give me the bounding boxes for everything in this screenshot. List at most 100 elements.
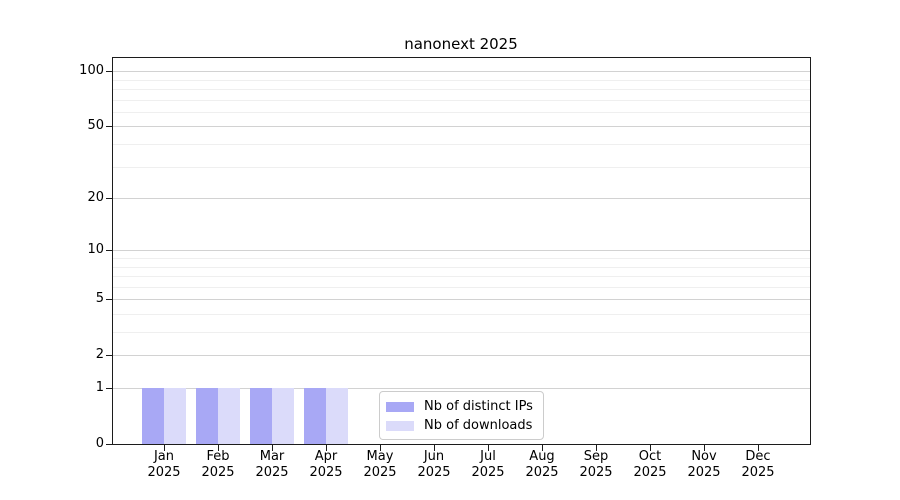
x-tick-month: May: [366, 449, 394, 464]
legend-label-distinct-ips: Nb of distinct IPs: [424, 399, 533, 414]
x-tick-month: Jul: [480, 449, 496, 464]
major-gridline: [113, 71, 810, 73]
chart-title: nanonext 2025: [404, 35, 518, 53]
minor-gridline: [113, 266, 810, 268]
y-tick-label: 10: [87, 242, 104, 258]
x-tick-month: Oct: [638, 449, 662, 464]
bar-downloads: [164, 388, 186, 444]
x-tick-year: 2025: [741, 465, 775, 480]
minor-gridline: [113, 286, 810, 288]
y-tick-mark: [106, 70, 112, 72]
x-tick-label: Feb 2025: [186, 449, 250, 481]
bar-distinct-ips: [304, 388, 326, 444]
minor-gridline: [113, 143, 810, 145]
x-tick-month: Mar: [259, 449, 285, 464]
x-tick-month: Aug: [529, 449, 555, 464]
minor-gridline: [113, 276, 810, 277]
bar-downloads: [272, 388, 294, 444]
minor-gridline: [113, 332, 810, 333]
x-tick-year: 2025: [525, 465, 559, 480]
x-tick-label: Nov 2025: [672, 449, 736, 481]
x-tick-mark: [757, 445, 759, 451]
x-tick-mark: [541, 445, 543, 451]
x-tick-month: Nov: [691, 449, 717, 464]
y-tick-mark: [106, 298, 112, 300]
y-tick-label: 50: [87, 118, 104, 134]
minor-gridline: [113, 111, 810, 113]
minor-gridline: [113, 79, 810, 81]
x-tick-label: Aug 2025: [510, 449, 574, 481]
legend: Nb of distinct IPs Nb of downloads: [379, 391, 544, 440]
x-tick-month: Jun: [423, 449, 445, 464]
x-tick-mark: [271, 445, 273, 451]
x-tick-year: 2025: [255, 465, 289, 480]
x-tick-year: 2025: [687, 465, 721, 480]
minor-gridline: [113, 258, 810, 259]
y-tick-label: 1: [95, 380, 104, 395]
x-tick-label: Mar 2025: [240, 449, 304, 481]
legend-swatch-distinct-ips-icon: [386, 401, 414, 412]
major-gridline: [113, 355, 810, 357]
legend-row-distinct-ips: Nb of distinct IPs: [386, 399, 535, 414]
major-gridline: [113, 126, 810, 128]
minor-gridline: [113, 88, 810, 90]
x-tick-month: Apr: [314, 449, 338, 464]
x-tick-mark: [703, 445, 705, 451]
x-tick-year: 2025: [363, 465, 397, 480]
x-tick-label: May 2025: [348, 449, 412, 481]
x-tick-label: Oct 2025: [618, 449, 682, 481]
x-tick-mark: [433, 445, 435, 451]
x-tick-year: 2025: [579, 465, 613, 480]
x-tick-mark: [163, 445, 165, 451]
x-tick-month: Jan: [153, 449, 175, 464]
y-tick-label: 0: [95, 436, 104, 451]
x-tick-year: 2025: [633, 465, 667, 480]
x-tick-mark: [217, 445, 219, 451]
x-tick-label: Apr 2025: [294, 449, 358, 481]
y-tick-mark: [106, 387, 112, 389]
x-tick-month: Dec: [745, 449, 771, 464]
minor-gridline: [113, 314, 810, 315]
x-tick-label: Dec 2025: [726, 449, 790, 481]
x-tick-label: Jan 2025: [132, 449, 196, 481]
x-tick-mark: [595, 445, 597, 451]
y-tick-label: 2: [95, 347, 104, 363]
x-tick-mark: [487, 445, 489, 451]
major-gridline: [113, 299, 810, 301]
y-tick-label: 100: [79, 63, 104, 79]
y-tick-mark: [106, 443, 112, 445]
x-tick-mark: [325, 445, 327, 451]
x-tick-month: Sep: [583, 449, 609, 464]
x-tick-mark: [649, 445, 651, 451]
y-tick-mark: [106, 249, 112, 251]
y-tick-mark: [106, 125, 112, 127]
bar-downloads: [326, 388, 348, 444]
minor-gridline: [113, 99, 810, 101]
major-gridline: [113, 250, 810, 252]
bar-downloads: [218, 388, 240, 444]
bar-distinct-ips: [196, 388, 218, 444]
minor-gridline: [113, 166, 810, 168]
legend-row-downloads: Nb of downloads: [386, 418, 535, 433]
y-tick-label: 20: [87, 190, 104, 205]
bar-distinct-ips: [142, 388, 164, 444]
y-tick-mark: [106, 197, 112, 199]
x-tick-year: 2025: [417, 465, 451, 480]
bar-distinct-ips: [250, 388, 272, 444]
x-tick-year: 2025: [471, 465, 505, 480]
legend-label-downloads: Nb of downloads: [424, 418, 533, 433]
x-tick-label: Jun 2025: [402, 449, 466, 481]
x-tick-label: Sep 2025: [564, 449, 628, 481]
y-tick-label: 5: [95, 291, 104, 307]
x-tick-year: 2025: [201, 465, 235, 480]
x-tick-year: 2025: [309, 465, 343, 480]
y-tick-mark: [106, 354, 112, 356]
x-tick-label: Jul 2025: [456, 449, 520, 481]
x-tick-year: 2025: [147, 465, 181, 480]
x-tick-month: Feb: [206, 449, 230, 464]
x-tick-mark: [379, 445, 381, 451]
legend-swatch-downloads-icon: [386, 420, 414, 431]
major-gridline: [113, 388, 810, 389]
plot-area: Nb of distinct IPs Nb of downloads: [106, 57, 811, 451]
